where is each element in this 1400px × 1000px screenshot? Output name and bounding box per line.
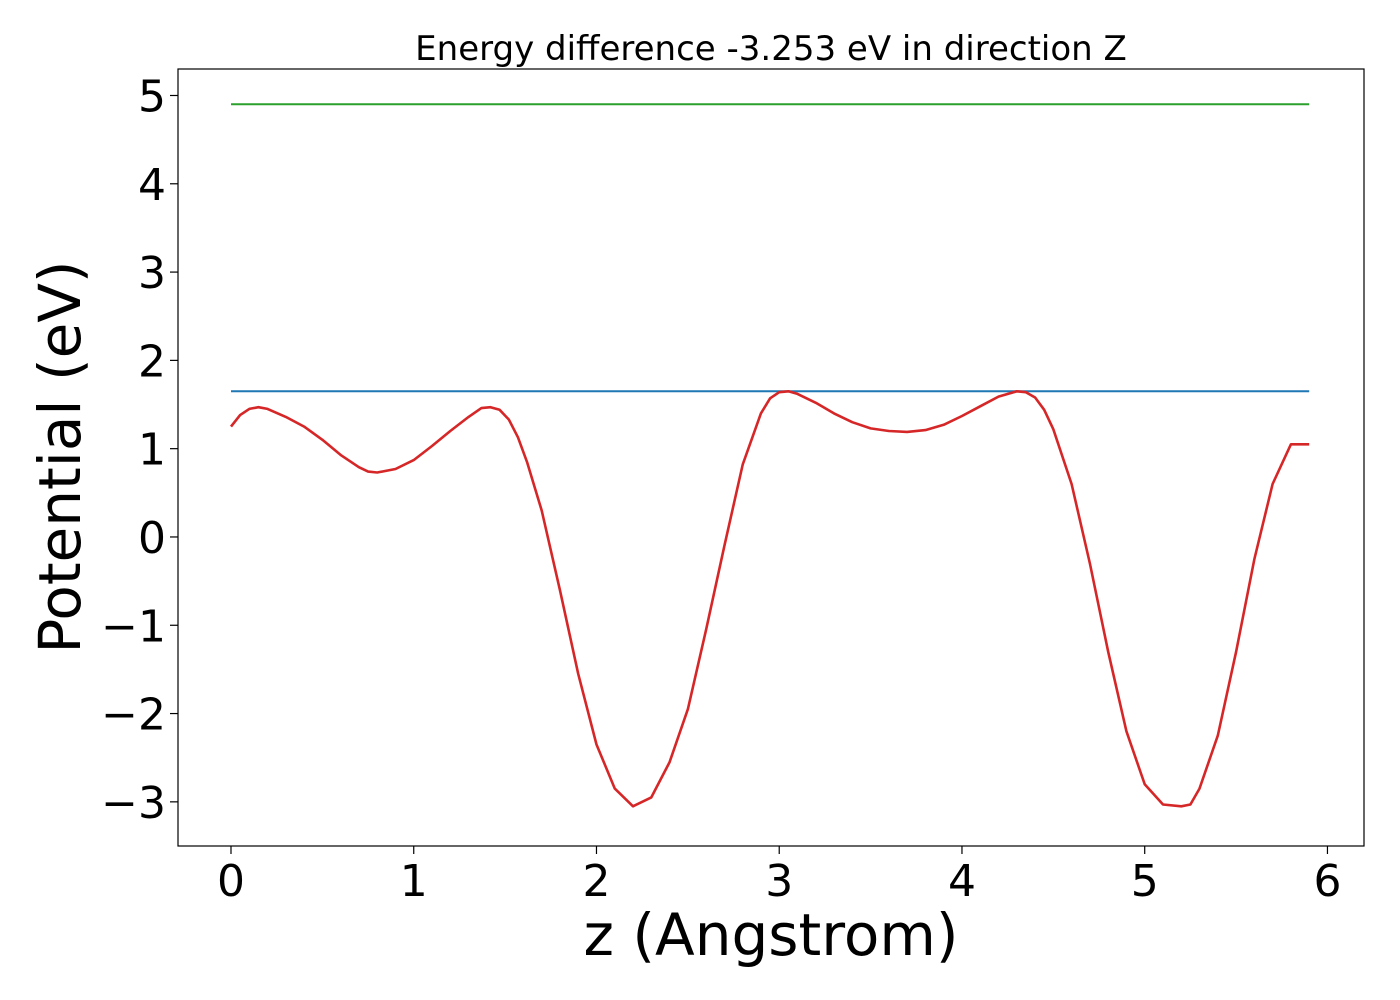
- y-tick-label: 5: [138, 71, 166, 122]
- y-tick-label: −1: [101, 601, 166, 652]
- y-axis-label: Potential (eV): [26, 260, 94, 653]
- x-tick-label: 6: [1313, 856, 1341, 907]
- x-tick-label: 2: [582, 856, 610, 907]
- x-tick-label: 3: [765, 856, 793, 907]
- y-axis: 5 4 3 2 1 0 −1 −2 −3: [101, 71, 178, 829]
- x-tick-label: 4: [948, 856, 976, 907]
- plot-frame: [177, 68, 1365, 847]
- y-tick-label: −3: [101, 778, 166, 829]
- x-tick-label: 5: [1131, 856, 1159, 907]
- y-tick-label: 2: [138, 336, 166, 387]
- x-tick-label: 1: [400, 856, 428, 907]
- y-tick-label: 3: [138, 248, 166, 299]
- y-tick-label: 4: [138, 160, 166, 211]
- x-tick-label: 0: [217, 856, 245, 907]
- y-tick-label: −2: [101, 690, 166, 741]
- x-axis: 0 1 2 3 4 5 6: [217, 846, 1341, 907]
- y-tick-label: 1: [138, 425, 166, 476]
- series-line-2: [229, 389, 1310, 808]
- plot-area: [229, 103, 1310, 808]
- y-tick-label: 0: [138, 513, 166, 564]
- x-axis-label: z (Angstrom): [584, 901, 959, 969]
- chart-title: Energy difference -3.253 eV in direction…: [415, 29, 1127, 69]
